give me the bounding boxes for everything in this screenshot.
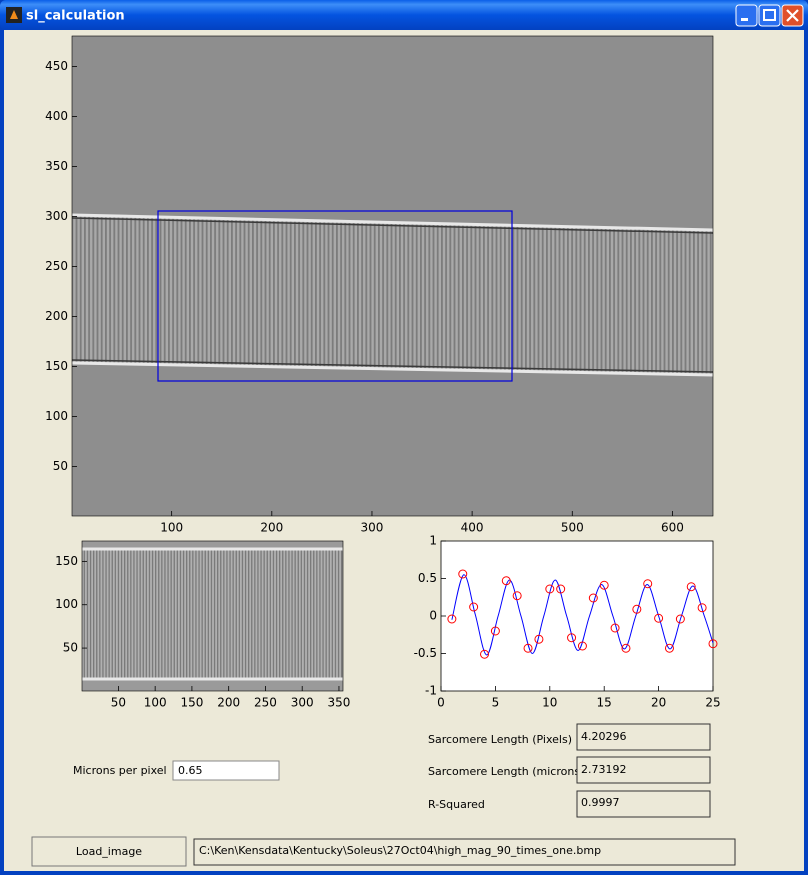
- data-point: [577, 641, 587, 651]
- y-tick-label: 300: [45, 209, 68, 223]
- y-tick-label: 200: [45, 309, 68, 323]
- x-tick-label: 15: [597, 696, 612, 710]
- x-tick-label: 0: [437, 696, 445, 710]
- data-point: [610, 623, 620, 633]
- data-point: [697, 603, 707, 613]
- y-tick-label: -1: [425, 684, 437, 698]
- data-point: [621, 643, 631, 653]
- load-button[interactable]: Load_image: [31, 836, 187, 867]
- x-tick-label: 5: [492, 696, 500, 710]
- data-point: [664, 643, 674, 653]
- data-point: [686, 582, 696, 592]
- data-point: [556, 584, 566, 594]
- title-bar: [0, 0, 808, 30]
- y-tick-label: 100: [55, 597, 78, 611]
- y-tick-label: 150: [55, 554, 78, 568]
- result-label: Sarcomere Length (microns): [428, 765, 584, 778]
- result-box: [576, 790, 711, 818]
- x-tick-label: 350: [328, 696, 351, 710]
- data-point: [447, 614, 457, 624]
- calibration-value: 0.65: [178, 764, 203, 777]
- x-tick-label: 250: [254, 696, 277, 710]
- y-tick-label: 50: [63, 641, 78, 655]
- data-point: [458, 569, 468, 579]
- result-value: 4.20296: [581, 730, 627, 743]
- result-value: 0.9997: [581, 796, 620, 809]
- x-tick-label: 300: [361, 521, 384, 535]
- y-tick-label: -0.5: [414, 646, 437, 660]
- y-tick-label: 1: [429, 534, 437, 548]
- y-tick-label: 150: [45, 359, 68, 373]
- x-tick-label: 150: [180, 696, 203, 710]
- x-tick-label: 200: [260, 521, 283, 535]
- x-tick-label: 25: [705, 696, 720, 710]
- roi-rectangle[interactable]: [157, 210, 513, 382]
- muscle-fiber: [72, 215, 713, 375]
- y-tick-label: 100: [45, 409, 68, 423]
- y-tick-label: 450: [45, 59, 68, 73]
- data-point: [588, 593, 598, 603]
- data-point: [654, 613, 664, 623]
- roi-edge: [82, 547, 343, 681]
- x-tick-label: 50: [111, 696, 126, 710]
- plot-area: [440, 540, 714, 692]
- image-frame: [71, 35, 714, 517]
- app-icon-glyph: [10, 10, 18, 19]
- data-point: [469, 602, 479, 612]
- x-tick-label: 400: [461, 521, 484, 535]
- x-tick-label: 600: [661, 521, 684, 535]
- fiber-edge-dark: [71, 217, 714, 373]
- x-tick-label: 10: [542, 696, 557, 710]
- x-tick-label: 500: [561, 521, 584, 535]
- y-tick-label: 350: [45, 159, 68, 173]
- x-tick-label: 300: [291, 696, 314, 710]
- result-box: [576, 756, 711, 784]
- x-tick-label: 200: [217, 696, 240, 710]
- data-point: [523, 643, 533, 653]
- data-point: [512, 591, 522, 601]
- roi-frame: [81, 540, 344, 692]
- data-point: [480, 649, 490, 659]
- data-point: [675, 614, 685, 624]
- load-button-label: Load_image: [76, 845, 142, 858]
- close-button[interactable]: [781, 4, 804, 27]
- x-tick-label: 20: [651, 696, 666, 710]
- x-tick-label: 100: [160, 521, 183, 535]
- data-point: [545, 584, 555, 594]
- data-point: [534, 634, 544, 644]
- result-value: 2.73192: [581, 763, 627, 776]
- maximize-button[interactable]: [758, 4, 781, 27]
- y-tick-label: 400: [45, 109, 68, 123]
- data-point: [567, 633, 577, 643]
- file-path: C:\Ken\Kensdata\Kentucky\Soleus\27Oct04\…: [199, 844, 601, 857]
- y-tick-label: 50: [53, 459, 68, 473]
- y-tick-label: 0: [429, 609, 437, 623]
- calibration-label: Microns per pixel: [73, 764, 167, 777]
- data-point: [599, 580, 609, 590]
- y-tick-label: 0.5: [418, 571, 437, 585]
- window-title: sl_calculation: [26, 9, 125, 24]
- y-tick-label: 250: [45, 259, 68, 273]
- data-point: [708, 639, 718, 649]
- x-tick-label: 100: [144, 696, 167, 710]
- result-label: Sarcomere Length (Pixels): [428, 733, 572, 746]
- roi-fiber: [82, 550, 343, 678]
- minimize-button[interactable]: [735, 4, 758, 27]
- data-point: [632, 604, 642, 614]
- fiber-edge: [71, 213, 714, 377]
- calibration-input[interactable]: [172, 760, 280, 781]
- path-box: [193, 838, 736, 866]
- result-box: [576, 723, 711, 751]
- data-point: [643, 579, 653, 589]
- result-label: R-Squared: [428, 798, 485, 811]
- data-point: [501, 576, 511, 586]
- data-point: [490, 626, 500, 636]
- fit-line: [451, 574, 714, 656]
